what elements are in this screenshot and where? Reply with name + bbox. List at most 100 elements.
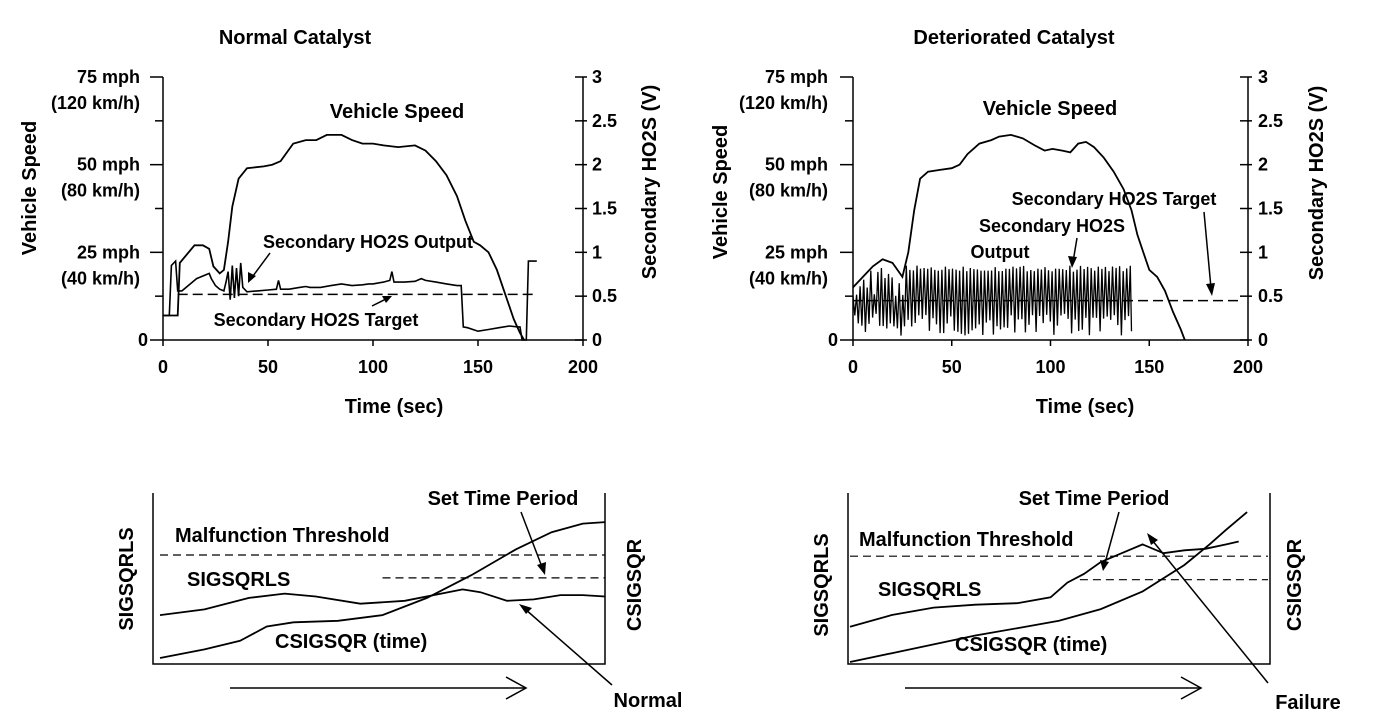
right-tick-label: 2 <box>592 155 602 175</box>
label-malfunction-threshold: Malfunction Threshold <box>859 529 1073 551</box>
right-axis-label: CSIGSQR <box>624 538 646 631</box>
left-tick-label: 50 mph <box>77 155 140 175</box>
label-result: Normal <box>614 690 683 712</box>
annotation-vehicle-speed: Vehicle Speed <box>983 98 1118 120</box>
left-ticks: 75 mph (120 km/h) 50 mph (80 km/h) 25 mph (40… <box>739 67 853 350</box>
right-tick-label: 1.5 <box>1258 199 1283 219</box>
right-tick-label: 0.5 <box>1258 286 1283 306</box>
annotation-output: Output <box>971 242 1030 262</box>
arrowhead-ho2s-target <box>1206 283 1215 296</box>
arrowhead-ho2s-output <box>248 272 256 283</box>
label-set-time-period: Set Time Period <box>1019 488 1170 510</box>
arrow-result <box>1151 539 1269 684</box>
series-sigsqrls <box>159 588 606 616</box>
right-tick-label: 3 <box>1258 67 1268 87</box>
x-ticks: 0 50 100 150 200 <box>848 340 1263 377</box>
arrow-ho2s-target <box>1203 211 1212 289</box>
label-sigsqrls: SIGSQRLS <box>878 579 981 601</box>
right-ticks: 0 0.5 1 1.5 2 2.5 3 <box>1240 67 1283 350</box>
x-tick-label: 100 <box>1035 357 1065 377</box>
normal-logic-diagram: SIGSQRLS CSIGSQR Malfunction Threshold S… <box>116 488 682 712</box>
arrowhead-set-time <box>1100 560 1109 571</box>
series-csigsqr <box>849 511 1248 663</box>
annotation-ho2s-output: Secondary HO2S Output <box>263 232 473 252</box>
right-ticks: 0 0.5 1 1.5 2 2.5 3 <box>575 67 617 350</box>
right-tick-label: 0.5 <box>592 286 617 306</box>
right-tick-label: 0 <box>1258 330 1268 350</box>
label-result: Failure <box>1275 692 1341 714</box>
x-axis-label: Time (sec) <box>1036 396 1135 418</box>
annotation-ho2s-target: Secondary HO2S Target <box>1012 189 1217 209</box>
x-ticks: 0 50 100 150 200 <box>158 340 598 377</box>
x-tick-label: 200 <box>568 357 598 377</box>
left-tick-label: 25 mph <box>765 242 828 262</box>
arrow-set-time <box>520 511 543 568</box>
left-axis-label: SIGSQRLS <box>811 533 833 636</box>
annotation-ho2s-target: Secondary HO2S Target <box>214 310 419 330</box>
arrow-set-time <box>1104 511 1120 564</box>
right-tick-label: 2.5 <box>1258 111 1283 131</box>
series-vehicle-speed <box>852 133 1186 341</box>
x-tick-label: 150 <box>463 357 493 377</box>
left-tick-sublabel: (120 km/h) <box>51 93 140 113</box>
x-tick-label: 50 <box>258 357 278 377</box>
arrowhead-ho2s-output <box>1068 256 1077 268</box>
label-csigsqr: CSIGSQR (time) <box>955 634 1107 656</box>
left-tick-label: 50 mph <box>765 155 828 175</box>
right-tick-label: 1 <box>592 242 602 262</box>
left-tick-label: 0 <box>138 330 148 350</box>
x-tick-label: 50 <box>942 357 962 377</box>
series-sigsqrls <box>849 540 1239 628</box>
x-tick-label: 150 <box>1134 357 1164 377</box>
label-csigsqr: CSIGSQR (time) <box>275 631 427 653</box>
left-tick-sublabel: (80 km/h) <box>749 181 828 201</box>
failure-logic-diagram: SIGSQRLS CSIGSQR Malfunction Threshold S… <box>811 488 1341 714</box>
series-ho2s-output <box>163 259 537 341</box>
right-tick-label: 0 <box>592 330 602 350</box>
right-axis-label: Secondary HO2S (V) <box>639 85 661 280</box>
left-ticks: 75 mph (120 km/h) 50 mph (80 km/h) 25 mph (40… <box>51 67 163 350</box>
left-axis-label: Vehicle Speed <box>710 125 732 260</box>
deteriorated-catalyst-chart: Deteriorated Catalyst 0 50 100 150 200 75 mp… <box>710 27 1328 418</box>
right-tick-label: 1 <box>1258 242 1268 262</box>
right-tick-label: 1.5 <box>592 199 617 219</box>
label-malfunction-threshold: Malfunction Threshold <box>175 525 389 547</box>
left-tick-label: 75 mph <box>77 67 140 87</box>
left-axis-label: SIGSQRLS <box>116 527 138 630</box>
arrow-result <box>524 608 613 686</box>
left-tick-label: 0 <box>828 330 838 350</box>
left-tick-label: 25 mph <box>77 242 140 262</box>
right-axis-label: Secondary HO2S (V) <box>1306 86 1328 281</box>
series-csigsqr <box>159 521 606 659</box>
left-tick-sublabel: (40 km/h) <box>749 268 828 288</box>
x-axis-label: Time (sec) <box>345 396 444 418</box>
arrowhead-set-time <box>537 562 546 575</box>
arrowhead-result <box>519 604 532 614</box>
diagram-frame <box>847 493 1271 665</box>
left-tick-sublabel: (120 km/h) <box>739 93 828 113</box>
left-tick-label: 75 mph <box>765 67 828 87</box>
x-tick-label: 200 <box>1233 357 1263 377</box>
left-tick-sublabel: (40 km/h) <box>61 268 140 288</box>
normal-catalyst-chart: Normal Catalyst 0 50 100 150 200 75 mph(120 … <box>19 27 661 418</box>
left-axis-label: Vehicle Speed <box>19 121 41 256</box>
right-axis-label: CSIGSQR <box>1284 538 1306 631</box>
right-tick-label: 2.5 <box>592 111 617 131</box>
series-ho2s-output <box>852 265 1133 336</box>
arrowhead-result <box>1147 533 1158 545</box>
annotation-ho2s: Secondary HO2S <box>979 216 1125 236</box>
time-arrowhead <box>505 676 528 700</box>
right-tick-label: 3 <box>592 67 602 87</box>
chart-title: Normal Catalyst <box>219 27 372 49</box>
chart-title: Deteriorated Catalyst <box>913 27 1115 49</box>
annotation-vehicle-speed: Vehicle Speed <box>330 101 465 123</box>
x-tick-label: 100 <box>358 357 388 377</box>
label-set-time-period: Set Time Period <box>428 488 579 510</box>
series-vehicle-speed <box>163 134 525 341</box>
x-tick-label: 0 <box>158 357 168 377</box>
time-arrowhead <box>1180 676 1203 700</box>
arrowhead-ho2s-target <box>382 296 392 303</box>
left-tick-sublabel: (80 km/h) <box>61 181 140 201</box>
right-tick-label: 2 <box>1258 155 1268 175</box>
